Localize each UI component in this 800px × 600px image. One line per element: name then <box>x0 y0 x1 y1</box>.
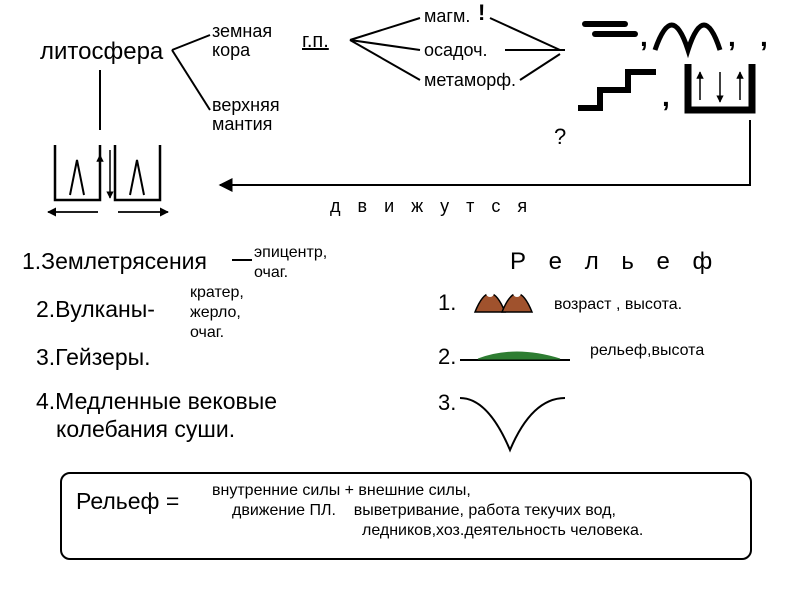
icon-step <box>578 72 656 108</box>
list-item-3: 3.Гейзеры. <box>36 344 151 371</box>
lithosphere-branch-lines <box>172 35 210 110</box>
formula-line1: внутренние силы + внешние силы, <box>212 482 471 500</box>
svg-text:,: , <box>760 21 768 52</box>
relief-row1-label: возраст , высота. <box>554 296 682 314</box>
relief-row1-num: 1. <box>438 290 456 316</box>
relief-icon-mountains <box>475 289 532 312</box>
icon-equals <box>585 24 635 34</box>
relief-row2-num: 2. <box>438 344 456 370</box>
label-sed: осадоч. <box>424 40 488 61</box>
svg-text:,: , <box>640 21 648 52</box>
relief-row2-label: рельеф,высота <box>590 342 704 360</box>
label-move: д в и ж у т с я <box>330 196 533 217</box>
formula-box: Рельеф = внутренние силы + внешние силы,… <box>60 472 752 560</box>
svg-text:,: , <box>662 81 670 112</box>
label-lithosphere: литосфера <box>40 38 163 66</box>
label-crust: земная кора <box>212 22 272 60</box>
label-bang: ! <box>478 0 485 26</box>
list-item-4a: 4.Медленные вековые <box>36 388 277 415</box>
icon-peaks <box>655 25 720 50</box>
svg-text:,: , <box>728 21 736 52</box>
icon-plate-tectonics <box>48 145 168 212</box>
label-gp: г.п. <box>302 30 329 53</box>
formula-line3: ледников,хоз.деятельность человека. <box>362 522 643 540</box>
relief-icon-valley <box>460 398 565 450</box>
relief-row3-num: 3. <box>438 390 456 416</box>
movement-arrow <box>220 120 750 185</box>
gp-branch-lines <box>350 18 420 80</box>
list-item-1a: эпицентр, <box>254 244 327 262</box>
list-item-2b: жерло, <box>190 304 241 322</box>
top-icons-group: , , , , <box>578 21 768 112</box>
list-item-1b: очаг. <box>254 264 288 282</box>
list-item-2: 2.Вулканы- <box>36 296 155 323</box>
list-item-4b: колебания суши. <box>56 416 235 443</box>
label-mantle: верхняя мантия <box>212 96 280 134</box>
list-item-2a: кратер, <box>190 284 244 302</box>
icon-trough <box>688 64 752 110</box>
list-item-2c: очаг. <box>190 324 224 342</box>
relief-title: Р е л ь е ф <box>510 248 720 276</box>
label-meta: метаморф. <box>424 70 516 91</box>
relief-icon-plain <box>460 352 570 360</box>
label-question: ? <box>554 124 566 150</box>
formula-line2: движение ПЛ. выветривание, работа текучи… <box>232 502 616 520</box>
label-magm: магм. <box>424 6 470 27</box>
list-item-1: 1.Землетрясения <box>22 248 207 275</box>
formula-lhs: Рельеф = <box>76 488 179 515</box>
